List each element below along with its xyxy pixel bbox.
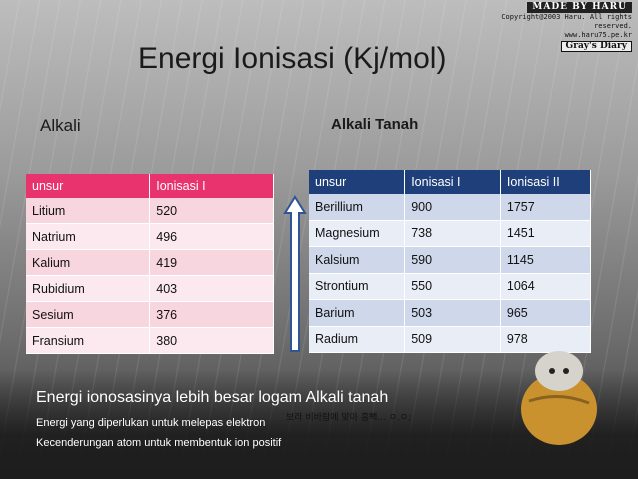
table-row: Strontium 550 1064 (309, 273, 592, 300)
note-line-2: Energi yang diperlukan untuk melepas ele… (36, 417, 266, 429)
table-cell: 376 (149, 301, 274, 328)
table-cell: 550 (404, 273, 501, 300)
table-cell: Barium (309, 299, 406, 327)
table-cell: Radium (309, 326, 406, 353)
table-row: Kalsium 590 1145 (309, 246, 592, 274)
table-cell: 978 (500, 326, 592, 353)
table-cell: 403 (149, 275, 274, 302)
alkali-tanah-label: Alkali Tanah (331, 116, 419, 133)
table-cell: 496 (149, 223, 274, 250)
header-cell: unsur (26, 174, 151, 198)
header-cell: Ionisasi I (404, 170, 501, 194)
watermark-site: www.haru75.pe.kr (564, 31, 632, 39)
table-cell: 965 (500, 299, 592, 327)
table-cell: 1757 (500, 194, 592, 221)
table-cell: Rubidium (26, 275, 151, 302)
table-cell: 900 (404, 194, 501, 221)
table-cell: 1451 (500, 220, 592, 247)
header-cell: unsur (309, 170, 406, 194)
alkali-tanah-table-header: unsur Ionisasi I Ionisasi II (309, 170, 592, 194)
table-row: Radium 509 978 (309, 326, 592, 353)
table-row: Kalium 419 (26, 249, 274, 276)
alkali-table-header: unsur Ionisasi I (26, 174, 274, 198)
alkali-label: Alkali (40, 116, 81, 135)
table-cell: Strontium (309, 273, 406, 300)
watermark-diary: Gray's Diary (560, 41, 632, 52)
table-cell: Litium (26, 198, 151, 224)
table-row: Magnesium 738 1451 (309, 220, 592, 247)
watermark-copyright: Copyright@2003 Haru. All rights reserved… (501, 13, 632, 30)
table-cell: 509 (404, 326, 501, 353)
table-row: Sesium 376 (26, 301, 274, 328)
korean-caption: 보라 비바람에 맞아 흠뻑... ㅇ.ㅇ; (286, 413, 412, 423)
table-cell: Sesium (26, 301, 151, 328)
table-cell: 380 (149, 327, 274, 354)
table-cell: 520 (149, 198, 274, 224)
table-cell: Berillium (309, 194, 406, 221)
slide-title: Energi Ionisasi (Kj/mol) (138, 42, 447, 75)
raincoat-figure-illustration (521, 351, 597, 445)
up-arrow-icon (283, 195, 307, 352)
note-line-1: Energi ionosasinya lebih besar logam Alk… (36, 389, 389, 406)
header-cell: Ionisasi II (500, 170, 592, 194)
table-cell: 1145 (500, 246, 592, 274)
table-row: Fransium 380 (26, 327, 274, 354)
table-cell: Kalsium (309, 246, 406, 274)
table-cell: 1064 (500, 273, 592, 300)
table-cell: 503 (404, 299, 501, 327)
table-row: Barium 503 965 (309, 299, 592, 327)
table-cell: Magnesium (309, 220, 406, 247)
header-cell: Ionisasi I (149, 174, 274, 198)
table-row: Berillium 900 1757 (309, 194, 592, 221)
watermark-title: MADE BY HARU (527, 2, 632, 13)
table-cell: Natrium (26, 223, 151, 250)
table-cell: 738 (404, 220, 501, 247)
table-cell: Kalium (26, 249, 151, 276)
table-cell: Fransium (26, 327, 151, 354)
watermark: MADE BY HARU Copyright@2003 Haru. All ri… (482, 2, 632, 52)
table-row: Litium 520 (26, 198, 274, 224)
alkali-tanah-table: unsur Ionisasi I Ionisasi II Berillium 90… (309, 170, 592, 353)
table-row: Rubidium 403 (26, 275, 274, 302)
note-line-3: Kecenderungan atom untuk membentuk ion p… (36, 437, 282, 449)
table-cell: 590 (404, 246, 501, 274)
table-row: Natrium 496 (26, 223, 274, 250)
alkali-table: unsur Ionisasi I Litium 520 Natrium 496 Ka… (26, 174, 274, 354)
table-cell: 419 (149, 249, 274, 276)
